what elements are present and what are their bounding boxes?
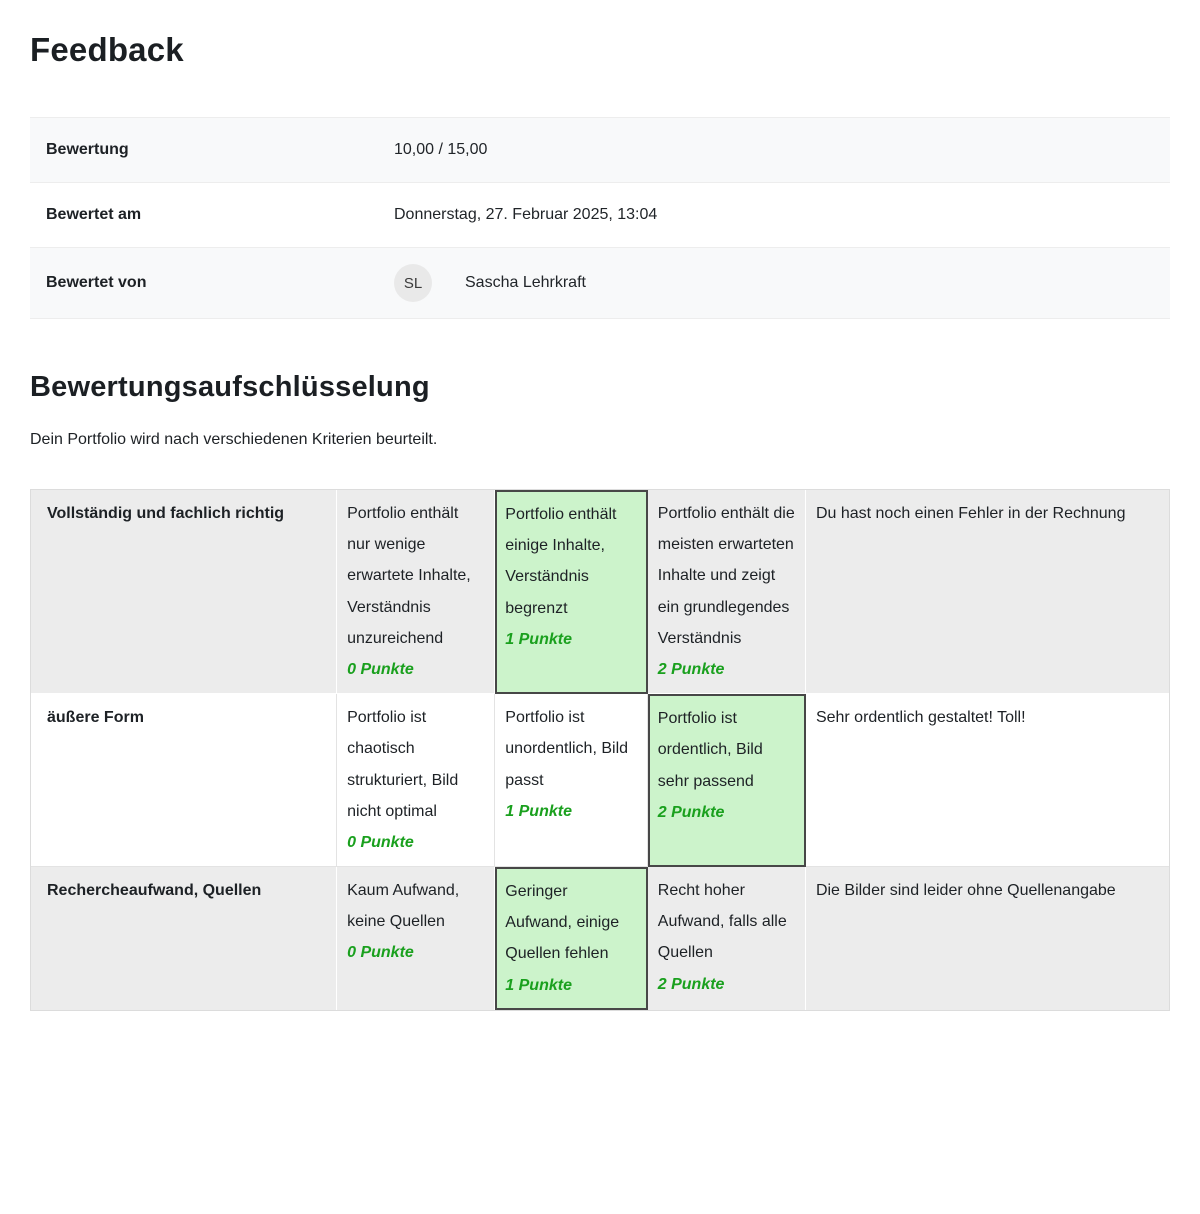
table-row: Bewertet von SL Sascha Lehrkraft	[30, 247, 1170, 319]
rubric-level-1-selected: Geringer Aufwand, einige Quellen fehlen …	[495, 867, 648, 1010]
graded-on-label: Bewertet am	[46, 206, 142, 223]
grade-label: Bewertung	[46, 141, 129, 158]
feedback-page: Feedback Bewertung 10,00 / 15,00 Bewerte…	[0, 31, 1200, 1051]
level-description: Geringer Aufwand, einige Quellen fehlen	[505, 883, 620, 963]
rubric-level-0: Portfolio enthält nur wenige erwartete I…	[337, 490, 496, 695]
criterion-remark: Du hast noch einen Fehler in der Rechnun…	[805, 490, 1169, 695]
graded-on-value: Donnerstag, 27. Februar 2025, 13:04	[394, 206, 658, 223]
table-row: Bewertung 10,00 / 15,00	[30, 117, 1170, 183]
level-points: 0 Punkte	[347, 833, 414, 851]
level-points: 0 Punkte	[347, 944, 414, 962]
level-points: 1 Punkte	[505, 976, 572, 994]
level-description: Portfolio ist chaotisch strukturiert, Bi…	[347, 709, 459, 820]
level-description: Kaum Aufwand, keine Quellen	[347, 882, 460, 931]
criterion-remark: Sehr ordentlich gestaltet! Toll!	[805, 694, 1169, 868]
criterion-name: Vollständig und fachlich richtig	[31, 490, 338, 695]
page-title: Feedback	[30, 31, 184, 68]
avatar: SL	[394, 264, 432, 302]
section-title: Bewertungsaufschlüsselung	[30, 371, 430, 403]
level-description: Portfolio enthält nur wenige erwartete I…	[347, 505, 471, 647]
grader-name: Sascha Lehrkraft	[465, 274, 586, 291]
rubric-row-recherche: Rechercheaufwand, Quellen Kaum Aufwand, …	[31, 867, 1169, 1010]
rubric-level-2: Portfolio enthält die meisten erwarteten…	[647, 490, 806, 695]
level-description: Portfolio ist unordentlich, Bild passt	[505, 709, 629, 789]
level-description: Portfolio enthält die meisten erwarteten…	[657, 505, 795, 647]
criterion-name: Rechercheaufwand, Quellen	[31, 867, 338, 1010]
level-description: Portfolio ist ordentlich, Bild sehr pass…	[657, 710, 763, 790]
level-points: 2 Punkte	[657, 803, 725, 821]
rubric-level-0: Portfolio ist chaotisch strukturiert, Bi…	[337, 694, 496, 868]
criterion-name: äußere Form	[31, 694, 338, 868]
graded-by-label: Bewertet von	[46, 274, 147, 291]
level-points: 1 Punkte	[505, 802, 572, 820]
feedback-summary-table: Bewertung 10,00 / 15,00 Bewertet am Donn…	[30, 117, 1170, 319]
level-points: 2 Punkte	[657, 975, 725, 993]
rubric-row-vollstaendig: Vollständig und fachlich richtig Portfol…	[31, 490, 1169, 695]
rubric-row-aeussere-form: äußere Form Portfolio ist chaotisch stru…	[31, 694, 1169, 868]
level-points: 2 Punkte	[657, 660, 725, 678]
rubric-level-1-selected: Portfolio enthält einige Inhalte, Verstä…	[495, 490, 648, 695]
criterion-remark: Die Bilder sind leider ohne Quellenangab…	[805, 867, 1169, 1010]
rubric-intro-text: Dein Portfolio wird nach verschiedenen K…	[30, 431, 438, 448]
level-description: Recht hoher Aufwand, falls alle Quellen	[657, 882, 787, 962]
rubric-table: Vollständig und fachlich richtig Portfol…	[30, 489, 1170, 1011]
level-points: 1 Punkte	[505, 630, 572, 648]
table-row: Bewertet am Donnerstag, 27. Februar 2025…	[30, 182, 1170, 248]
level-points: 0 Punkte	[347, 660, 414, 678]
rubric-level-2-selected: Portfolio ist ordentlich, Bild sehr pass…	[647, 694, 806, 868]
rubric-level-2: Recht hoher Aufwand, falls alle Quellen …	[647, 867, 806, 1010]
rubric-level-1: Portfolio ist unordentlich, Bild passt 1…	[495, 694, 648, 868]
level-description: Portfolio enthält einige Inhalte, Verstä…	[505, 506, 617, 617]
rubric-level-0: Kaum Aufwand, keine Quellen 0 Punkte	[337, 867, 496, 1010]
grader-identity: SL Sascha Lehrkraft	[394, 264, 1154, 302]
grade-value: 10,00 / 15,00	[394, 141, 488, 158]
